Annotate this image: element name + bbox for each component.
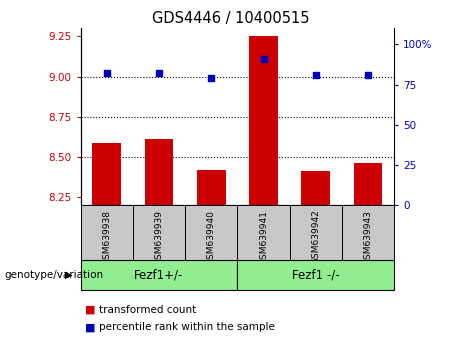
Bar	[92, 143, 121, 205]
Text: ■: ■	[85, 322, 96, 332]
Text: Fezf1+/-: Fezf1+/-	[134, 269, 184, 282]
Bar	[290, 205, 342, 260]
Text: transformed count: transformed count	[99, 305, 196, 315]
Bar	[197, 170, 226, 205]
Bar	[133, 205, 185, 260]
Text: GSM639942: GSM639942	[311, 210, 320, 264]
Bar	[249, 36, 278, 205]
Bar	[81, 260, 237, 290]
Bar	[301, 171, 330, 205]
Text: Fezf1 -/-: Fezf1 -/-	[292, 269, 340, 282]
Text: GDS4446 / 10400515: GDS4446 / 10400515	[152, 11, 309, 25]
Text: ■: ■	[85, 305, 96, 315]
Bar	[342, 205, 394, 260]
Text: GSM639941: GSM639941	[259, 210, 268, 264]
Bar	[237, 205, 290, 260]
Point	[207, 75, 215, 81]
Bar	[81, 205, 133, 260]
Point	[155, 70, 163, 76]
Bar	[354, 163, 382, 205]
Text: percentile rank within the sample: percentile rank within the sample	[99, 322, 275, 332]
Text: genotype/variation: genotype/variation	[5, 270, 104, 280]
Bar	[145, 138, 173, 205]
Text: GSM639939: GSM639939	[154, 210, 164, 265]
Text: GSM639940: GSM639940	[207, 210, 216, 264]
Point	[312, 72, 319, 78]
Point	[260, 56, 267, 62]
Bar	[237, 260, 394, 290]
Point	[103, 70, 111, 76]
Text: GSM639938: GSM639938	[102, 210, 111, 265]
Text: ▶: ▶	[65, 270, 73, 280]
Point	[364, 72, 372, 78]
Bar	[185, 205, 237, 260]
Text: GSM639943: GSM639943	[364, 210, 372, 264]
